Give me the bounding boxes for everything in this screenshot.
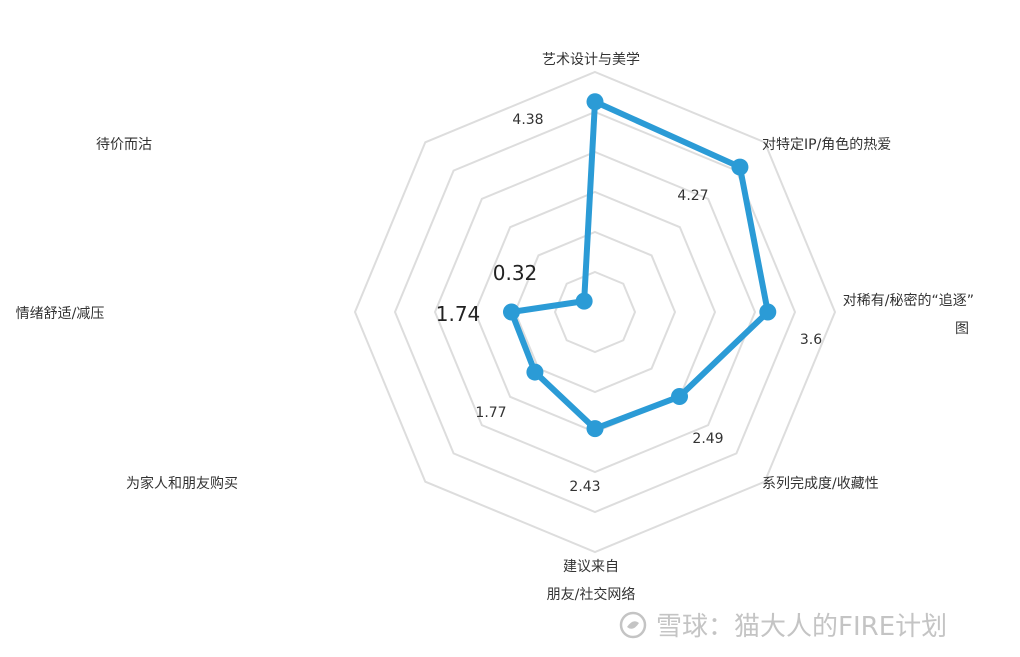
axis-label: 待价而沽 [96, 137, 152, 153]
data-point [671, 388, 689, 406]
axis-label-line: 图 [955, 321, 969, 337]
watermark: 雪球：猫大人的FIRE计划 [618, 606, 947, 643]
value-label: 1.77 [475, 405, 506, 421]
axis-label-line: 系列完成度/收藏性 [762, 476, 879, 492]
axis-label: 对稀有/秘密的“追逐” 图 [843, 292, 974, 337]
grid-ring [553, 270, 637, 354]
value-label: 4.27 [677, 188, 708, 204]
axis-label: 系列完成度/收藏性 [762, 476, 879, 492]
watermark-text: 雪球：猫大人的FIRE计划 [656, 612, 948, 642]
data-point [586, 93, 604, 111]
axis-label: 情绪舒适/减压 [16, 306, 105, 322]
axis-label-line: 待价而沽 [96, 137, 152, 153]
value-label: 3.6 [800, 332, 822, 348]
data-point [731, 158, 749, 176]
axis-label: 建议来自朋友/社交网络 [547, 559, 636, 603]
data-point [502, 303, 520, 321]
grid-ring [393, 110, 797, 514]
axis-label-line: 情绪舒适/减压 [16, 306, 105, 322]
axis-label: 为家人和朋友购买 [126, 475, 238, 492]
value-label: 2.43 [569, 479, 600, 495]
value-label: 2.49 [692, 431, 723, 447]
axis-label: 艺术设计与美学 [542, 52, 640, 68]
axis-label-line: 对特定IP/角色的热爱 [762, 136, 891, 153]
axis-label-line: 对稀有/秘密的“追逐” [843, 292, 974, 309]
grid-ring [513, 230, 677, 394]
value-label: 4.38 [512, 112, 543, 128]
radar-series [502, 93, 777, 438]
series-line [508, 98, 771, 432]
grid-ring [433, 150, 757, 474]
axis-label: 对特定IP/角色的热爱 [762, 136, 891, 153]
data-point [575, 292, 593, 310]
data-point [526, 363, 544, 381]
value-label: 0.32 [493, 261, 538, 285]
axis-label-line: 朋友/社交网络 [547, 586, 636, 603]
value-label: 1.74 [436, 302, 481, 326]
grid-ring [353, 70, 837, 554]
data-point [759, 303, 777, 321]
data-point [586, 420, 604, 438]
axis-label-line: 建议来自 [563, 559, 619, 575]
radar-value-labels: 4.38 4.27 3.6 2.49 2.43 1.77 1.74 0.32 [436, 112, 822, 495]
axis-label-line: 为家人和朋友购买 [126, 475, 238, 492]
snowball-logo-icon [619, 611, 647, 638]
axis-label-line: 艺术设计与美学 [542, 52, 640, 68]
